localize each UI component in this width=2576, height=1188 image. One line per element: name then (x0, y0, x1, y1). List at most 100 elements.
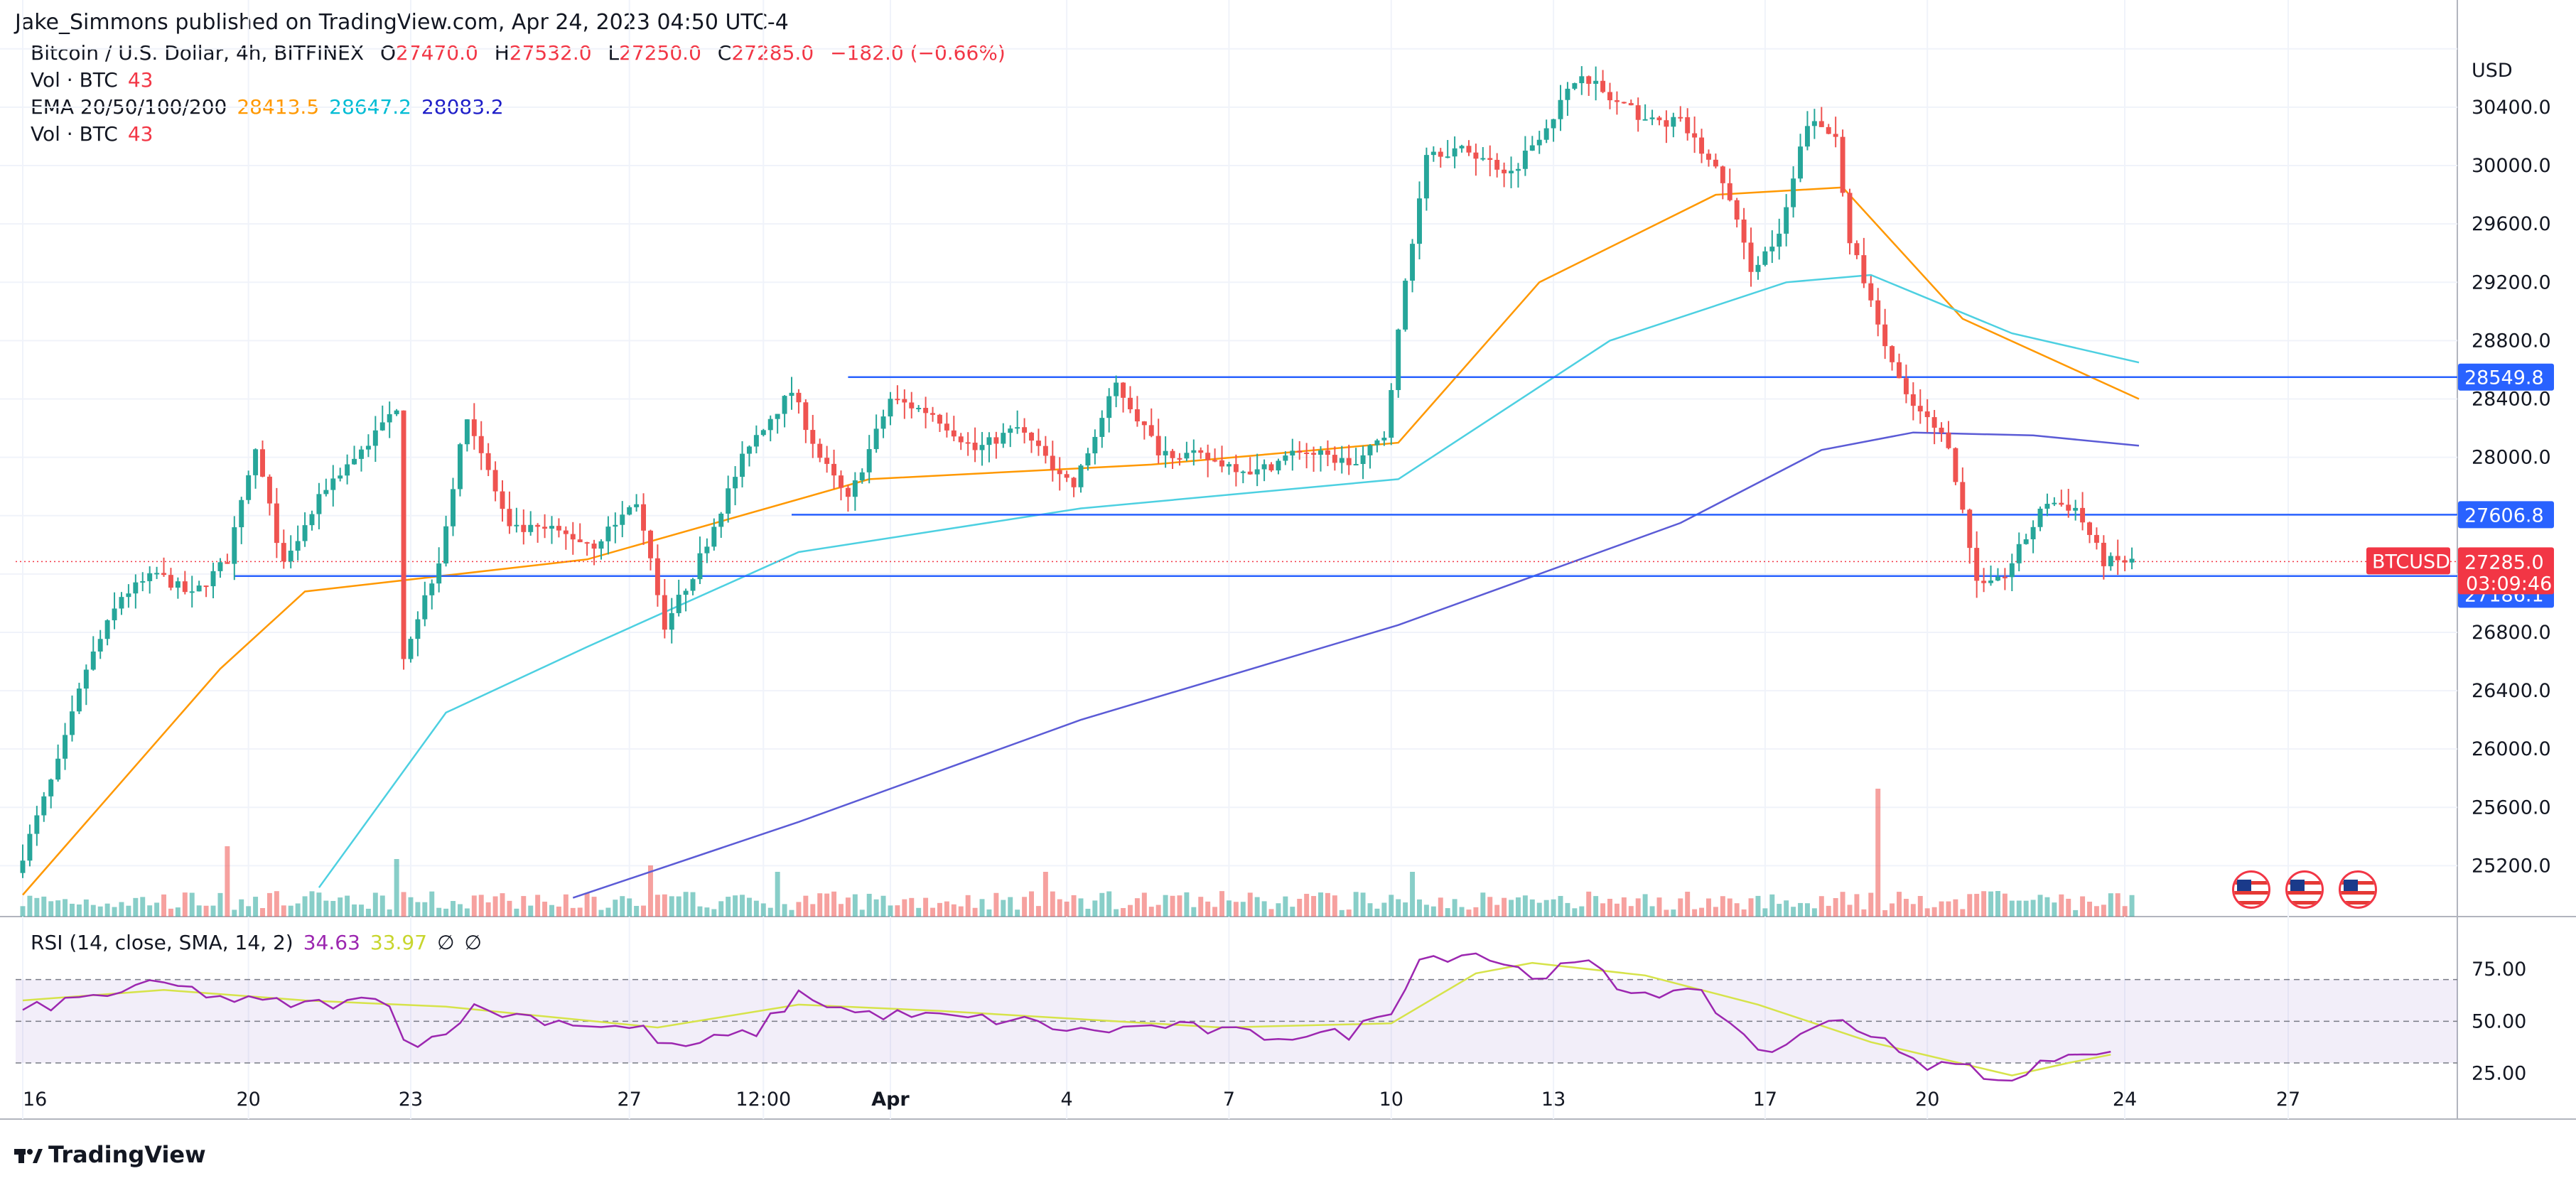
volume-bar (1882, 909, 1888, 917)
volume-bar (387, 909, 392, 917)
candle-body (345, 464, 350, 476)
candle-body (584, 542, 590, 544)
volume-bar (2115, 893, 2120, 917)
volume-bar (1705, 898, 1711, 917)
price-tick-label: 26800.0 (2472, 622, 2551, 644)
volume-bar (662, 894, 667, 917)
candle-body (535, 524, 541, 527)
candle-body (175, 581, 180, 588)
candle-body (993, 437, 999, 444)
volume-bars (20, 789, 2135, 917)
volume-bar (1543, 900, 1549, 917)
volume-bar (1649, 906, 1655, 917)
candle-body (641, 504, 647, 531)
volume-bar (1219, 891, 1225, 917)
candle-body (1890, 346, 1895, 362)
rsi-line (22, 952, 2111, 1082)
volume-bar (1029, 891, 1034, 917)
volume-bar (1346, 909, 1352, 917)
symbol-legend[interactable]: Bitcoin / U.S. Dollar, 4h, BITFINEX O274… (31, 41, 1015, 65)
candle-body (1494, 160, 1500, 170)
candle-body (1769, 247, 1775, 252)
candle-body (2080, 507, 2086, 523)
candle-body (55, 758, 61, 780)
volume-bar (1656, 897, 1662, 917)
volume-bar (1155, 904, 1161, 917)
candle-body (1198, 450, 1204, 453)
volume-bar (1177, 895, 1182, 917)
candle-body (1777, 233, 1782, 247)
volume-bar (817, 893, 823, 917)
rsi-legend[interactable]: RSI (14, close, SMA, 14, 2) 34.63 33.97 ∅ ∅ (31, 931, 492, 954)
candle-body (1304, 452, 1310, 454)
volume-bar (733, 895, 738, 917)
volume-bar (457, 904, 463, 917)
candle-body (746, 446, 752, 454)
eye-off-icon[interactable]: ∅ (464, 931, 482, 954)
volume-bar (909, 897, 915, 917)
volume-bar (1699, 907, 1705, 917)
candle-body (733, 477, 738, 489)
volume-bar (168, 908, 173, 917)
eye-icon[interactable]: ∅ (437, 931, 455, 954)
volume-bar (1565, 902, 1570, 917)
level-tag-upper-bg (2458, 363, 2554, 391)
volume-bar (1283, 896, 1288, 917)
volume-legend[interactable]: Vol · BTC 43 (31, 68, 163, 92)
candle-body (1290, 450, 1295, 456)
candle-body (1311, 453, 1317, 455)
volume-bar (140, 897, 146, 917)
us-flag-event-icon[interactable] (2232, 870, 2270, 909)
us-flag-event-icon[interactable] (2339, 870, 2377, 909)
volume-bar (1423, 904, 1429, 917)
candle-body (556, 526, 561, 531)
tradingview-logo[interactable]: TradingView (14, 1141, 206, 1168)
volume-bar (669, 896, 674, 917)
candle-body (1762, 251, 1768, 265)
candle-body (1903, 378, 1909, 394)
candle-body (210, 571, 216, 587)
volume-value: 43 (127, 68, 153, 92)
candle-body (2016, 544, 2022, 563)
time-tick-label: 13 (1541, 1089, 1565, 1111)
candle-body (1882, 324, 1888, 347)
volume-bar (345, 895, 350, 917)
candle-body (1664, 120, 1669, 127)
candle-body (34, 815, 40, 834)
candle-body (1403, 281, 1408, 330)
price-tick-label: 28000.0 (2472, 447, 2551, 469)
volume-bar (1254, 897, 1260, 917)
candle-body (627, 507, 632, 515)
volume-bar (492, 896, 498, 917)
volume-bar (415, 902, 421, 917)
candle-body (1854, 243, 1860, 256)
candle-body (203, 585, 209, 588)
volume-bar (2059, 894, 2064, 917)
volume-bar (90, 904, 96, 917)
volume-bar (1558, 895, 1563, 917)
volume-bar (1148, 907, 1154, 917)
price-tick-label: 25600.0 (2472, 796, 2551, 819)
volume-bar (1924, 908, 1930, 917)
volume-bar (782, 904, 787, 917)
candle-body (676, 595, 681, 613)
candle-body (1565, 88, 1570, 100)
volume-legend-2[interactable]: Vol · BTC 43 (31, 122, 163, 146)
volume-bar (1509, 900, 1514, 917)
us-flag-event-icon[interactable] (2285, 870, 2324, 909)
candle-body (217, 562, 223, 571)
candle-body (782, 396, 787, 414)
candle-body (1515, 168, 1521, 171)
volume-bar (2108, 893, 2113, 917)
volume-bar (1593, 896, 1599, 917)
volume-bar (352, 904, 357, 917)
candle-body (1417, 198, 1422, 244)
volume-bar (1678, 898, 1683, 917)
volume-bar (1092, 900, 1098, 917)
candle-body (126, 593, 131, 598)
candle-body (1833, 134, 1838, 137)
countdown-tag: 03:09:46 (2466, 573, 2552, 595)
volume-bar (753, 900, 759, 917)
volume-bar (1854, 894, 1860, 917)
